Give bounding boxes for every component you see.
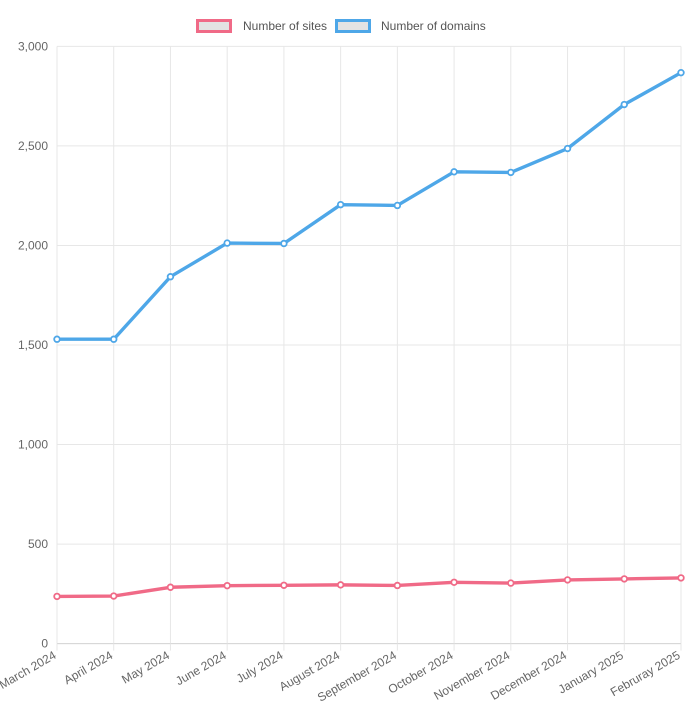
svg-text:1,500: 1,500	[18, 338, 48, 352]
svg-text:2,500: 2,500	[18, 139, 48, 153]
svg-text:March 2024: March 2024	[0, 648, 59, 692]
svg-text:June 2024: June 2024	[173, 648, 229, 688]
svg-text:May 2024: May 2024	[119, 648, 172, 687]
svg-text:0: 0	[41, 637, 48, 651]
svg-text:2,000: 2,000	[18, 238, 48, 252]
svg-text:500: 500	[28, 537, 48, 551]
svg-text:1,000: 1,000	[18, 438, 48, 452]
svg-text:April 2024: April 2024	[61, 648, 115, 687]
